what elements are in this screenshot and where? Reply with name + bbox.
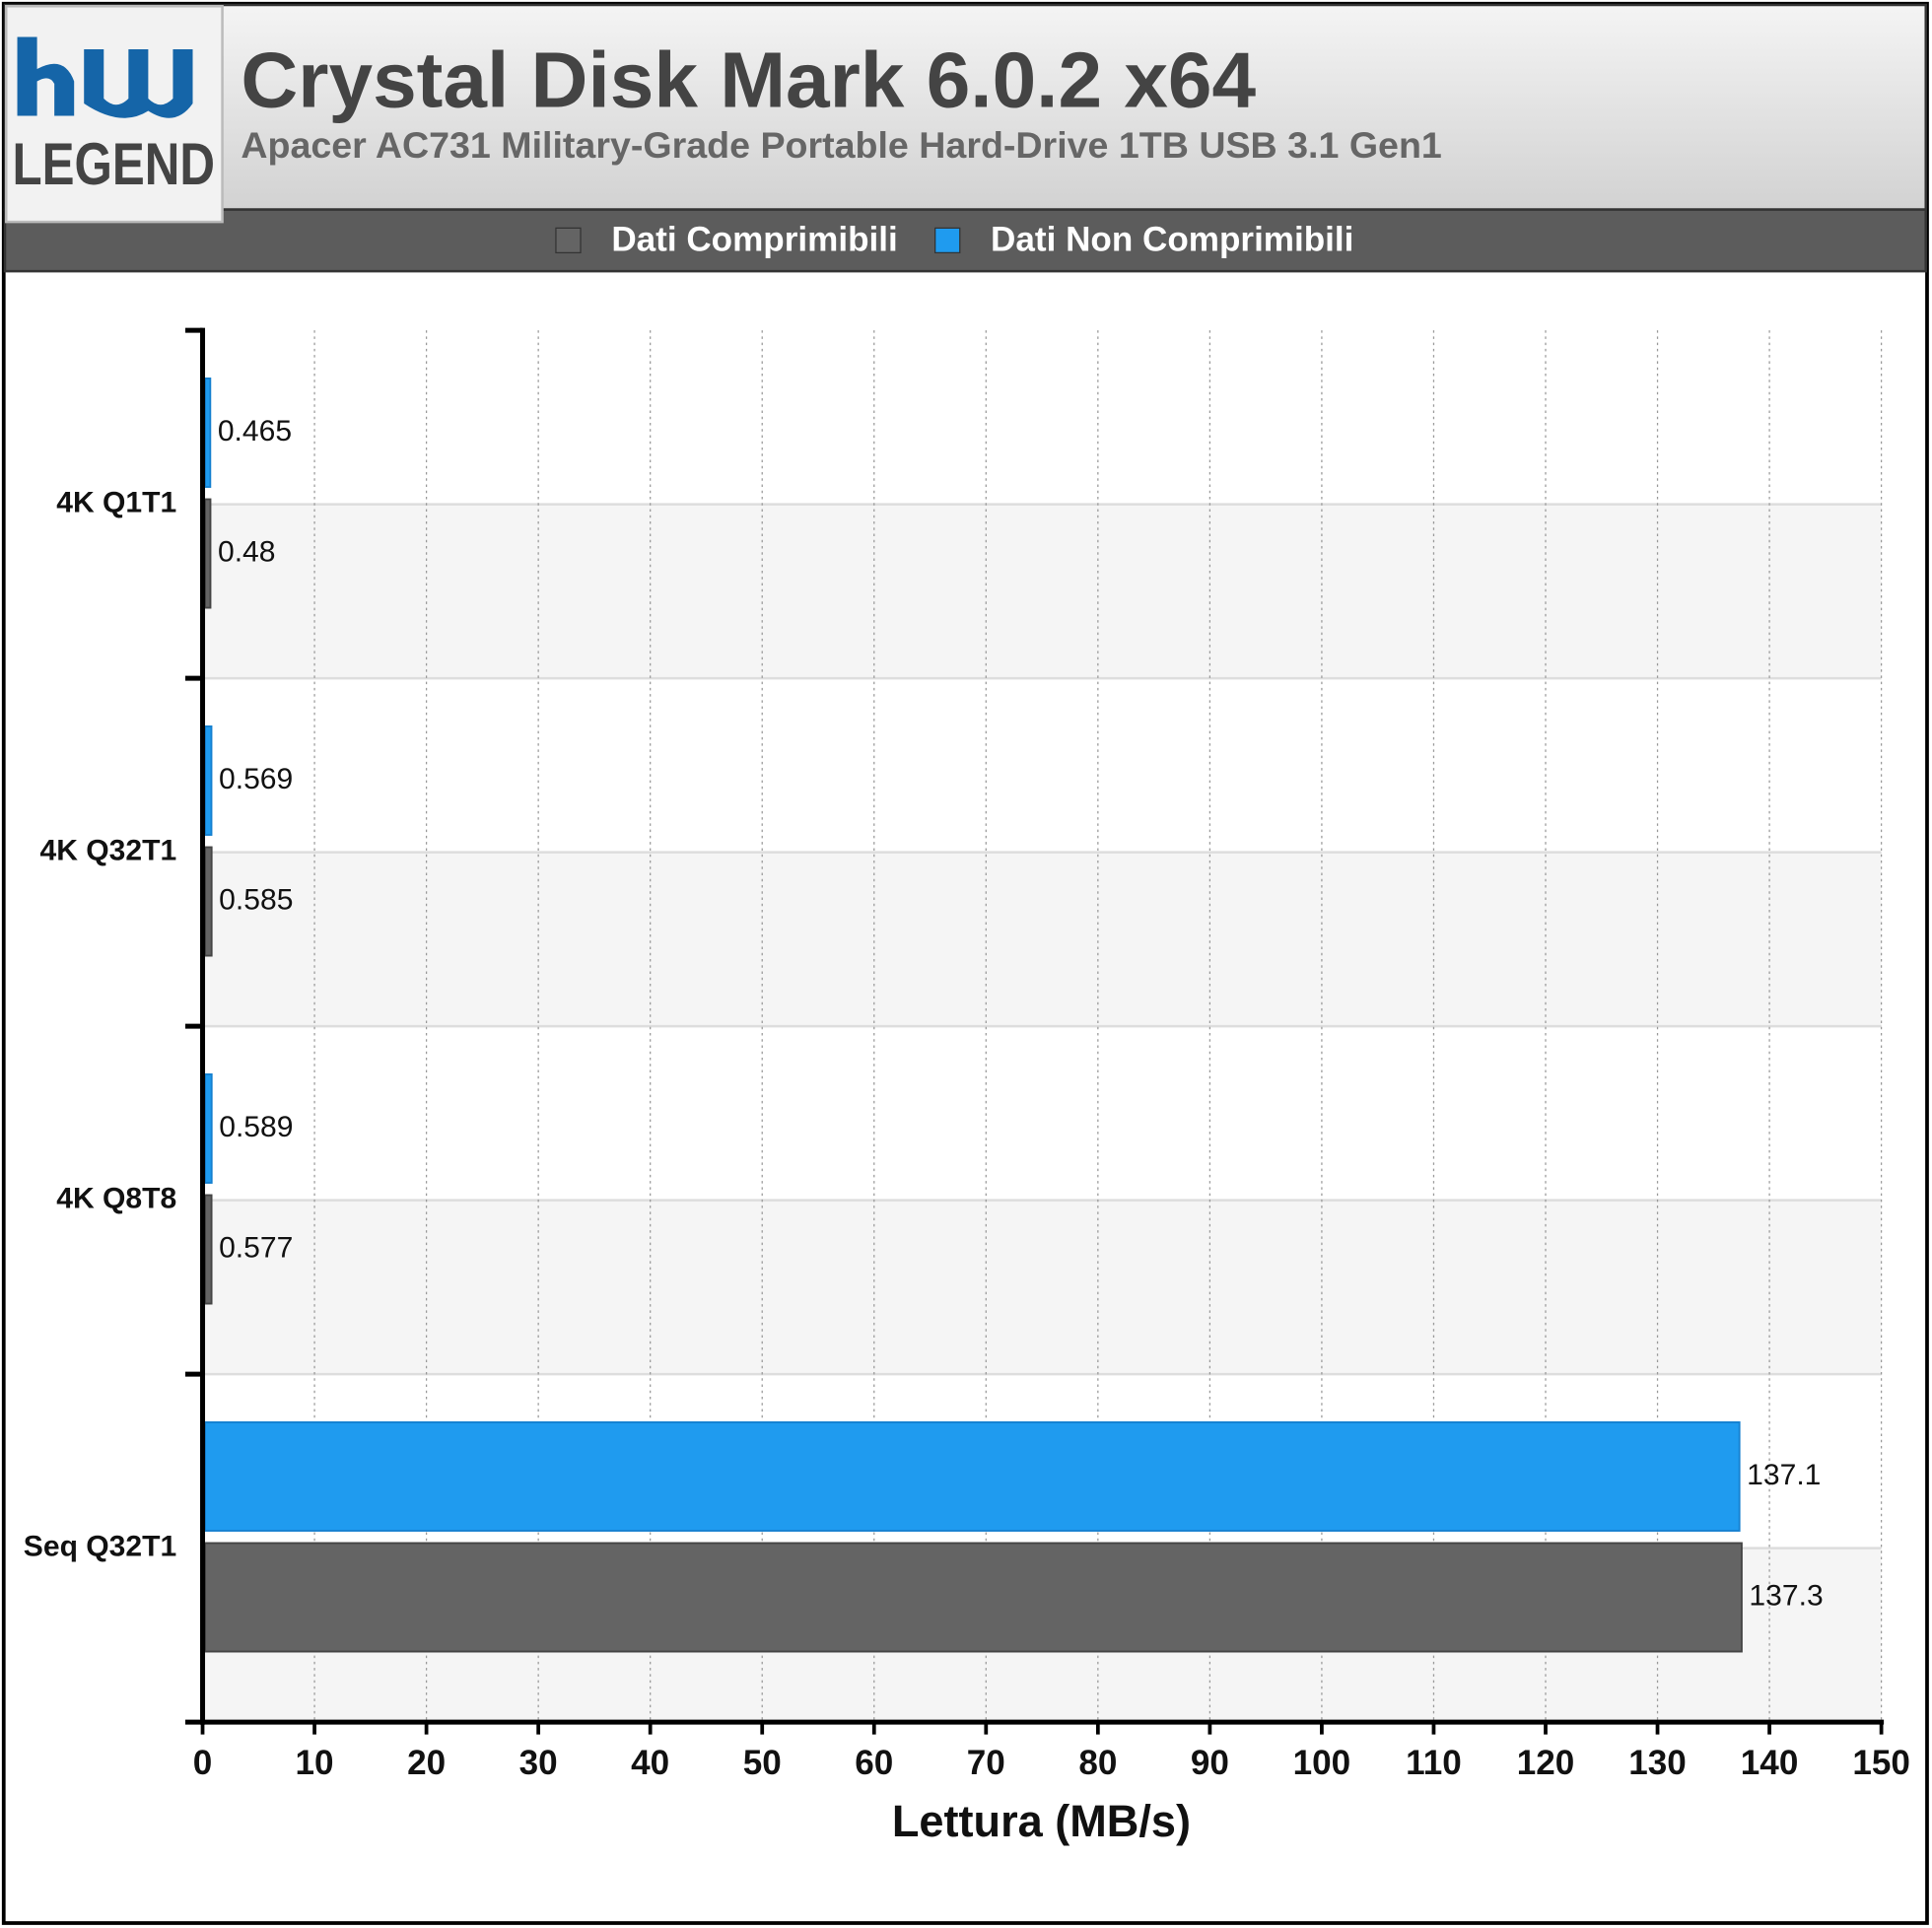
x-tick-label: 60: [855, 1744, 893, 1782]
value-label: 137.3: [1749, 1579, 1823, 1612]
bar: [204, 1194, 213, 1305]
chart-subtitle: Apacer AC731 Military-Grade Portable Har…: [241, 124, 1441, 166]
bar: [204, 725, 213, 836]
x-tick-label: 130: [1628, 1744, 1687, 1782]
x-tick-label: 80: [1078, 1744, 1117, 1782]
value-label: 0.465: [218, 415, 292, 448]
value-label: 0.589: [219, 1111, 293, 1143]
x-tick-label: 50: [743, 1744, 782, 1782]
legend-swatch: [934, 227, 961, 254]
header: [3, 3, 1927, 211]
x-tick-label: 120: [1517, 1744, 1575, 1782]
x-tick-label: 30: [519, 1744, 558, 1782]
value-label: 0.48: [218, 535, 276, 568]
y-tick-label: Seq Q32T1: [24, 1531, 176, 1563]
x-tick-label: 110: [1406, 1744, 1462, 1782]
bar: [204, 1072, 213, 1184]
band-bg: [202, 852, 1882, 1027]
value-label: 0.569: [219, 763, 293, 795]
band-bg: [202, 504, 1882, 679]
logo-text: LEGEND: [13, 131, 216, 197]
legend-label: Dati Non Comprimibili: [991, 220, 1353, 258]
x-tick-label: 0: [193, 1744, 213, 1782]
value-label: 0.577: [219, 1231, 293, 1264]
x-axis-title: Lettura (MB/s): [892, 1796, 1191, 1846]
legend-label: Dati Comprimibili: [611, 220, 897, 258]
legend-bar: [3, 208, 1927, 273]
bar: [204, 1420, 1741, 1532]
x-tick-label: 10: [296, 1744, 334, 1782]
value-label: 0.585: [219, 883, 293, 916]
bar: [204, 1542, 1743, 1653]
x-tick-label: 40: [631, 1744, 669, 1782]
bar: [204, 498, 212, 609]
x-tick-label: 70: [967, 1744, 1005, 1782]
logo-mark: [17, 36, 193, 118]
x-tick-label: 100: [1293, 1744, 1351, 1782]
y-tick-label: 4K Q1T1: [56, 487, 176, 519]
x-tick-label: 90: [1191, 1744, 1229, 1782]
y-tick-label: 4K Q32T1: [40, 835, 177, 867]
bar: [204, 846, 213, 957]
chart-title: Crystal Disk Mark 6.0.2 x64: [241, 35, 1256, 124]
band-bg: [202, 1200, 1882, 1375]
x-tick-label: 20: [407, 1744, 446, 1782]
x-tick-label: 140: [1741, 1744, 1799, 1782]
bar: [204, 378, 212, 488]
legend-swatch: [555, 227, 582, 254]
x-tick-label: 150: [1852, 1744, 1910, 1782]
y-tick-label: 4K Q8T8: [56, 1183, 176, 1215]
value-label: 137.1: [1747, 1459, 1821, 1491]
